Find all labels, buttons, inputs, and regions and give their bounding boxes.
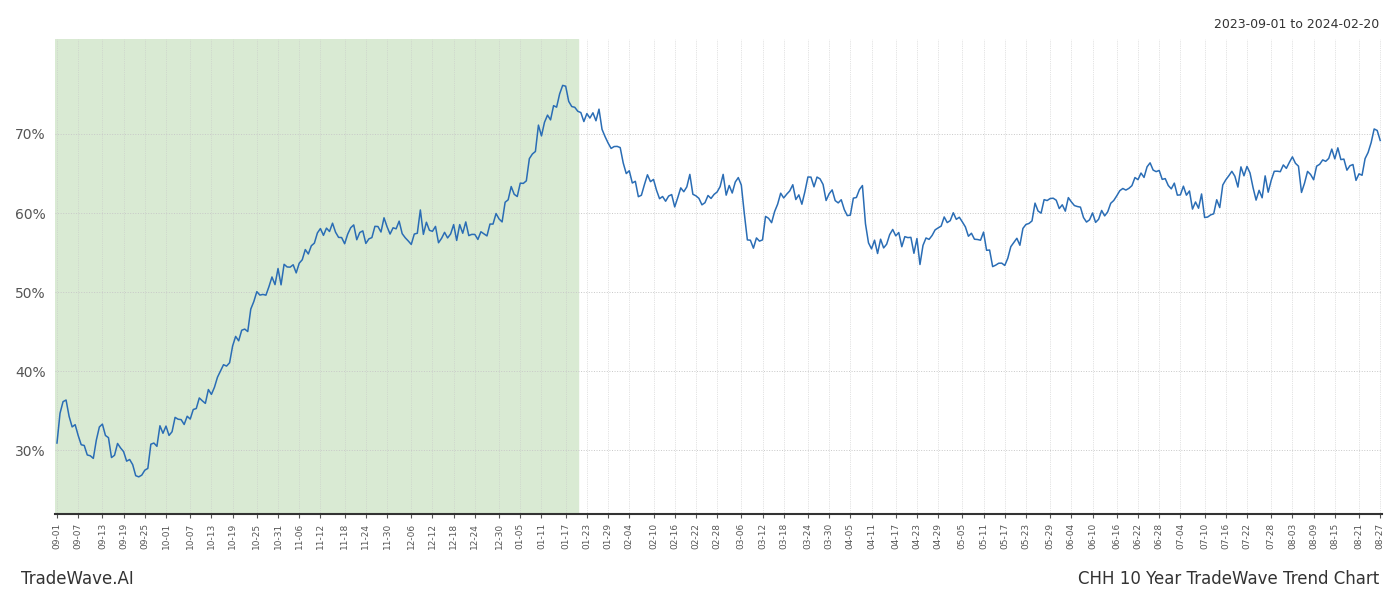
- Text: TradeWave.AI: TradeWave.AI: [21, 570, 134, 588]
- Text: 2023-09-01 to 2024-02-20: 2023-09-01 to 2024-02-20: [1214, 18, 1379, 31]
- Bar: [56, 39, 578, 514]
- Text: CHH 10 Year TradeWave Trend Chart: CHH 10 Year TradeWave Trend Chart: [1078, 570, 1379, 588]
